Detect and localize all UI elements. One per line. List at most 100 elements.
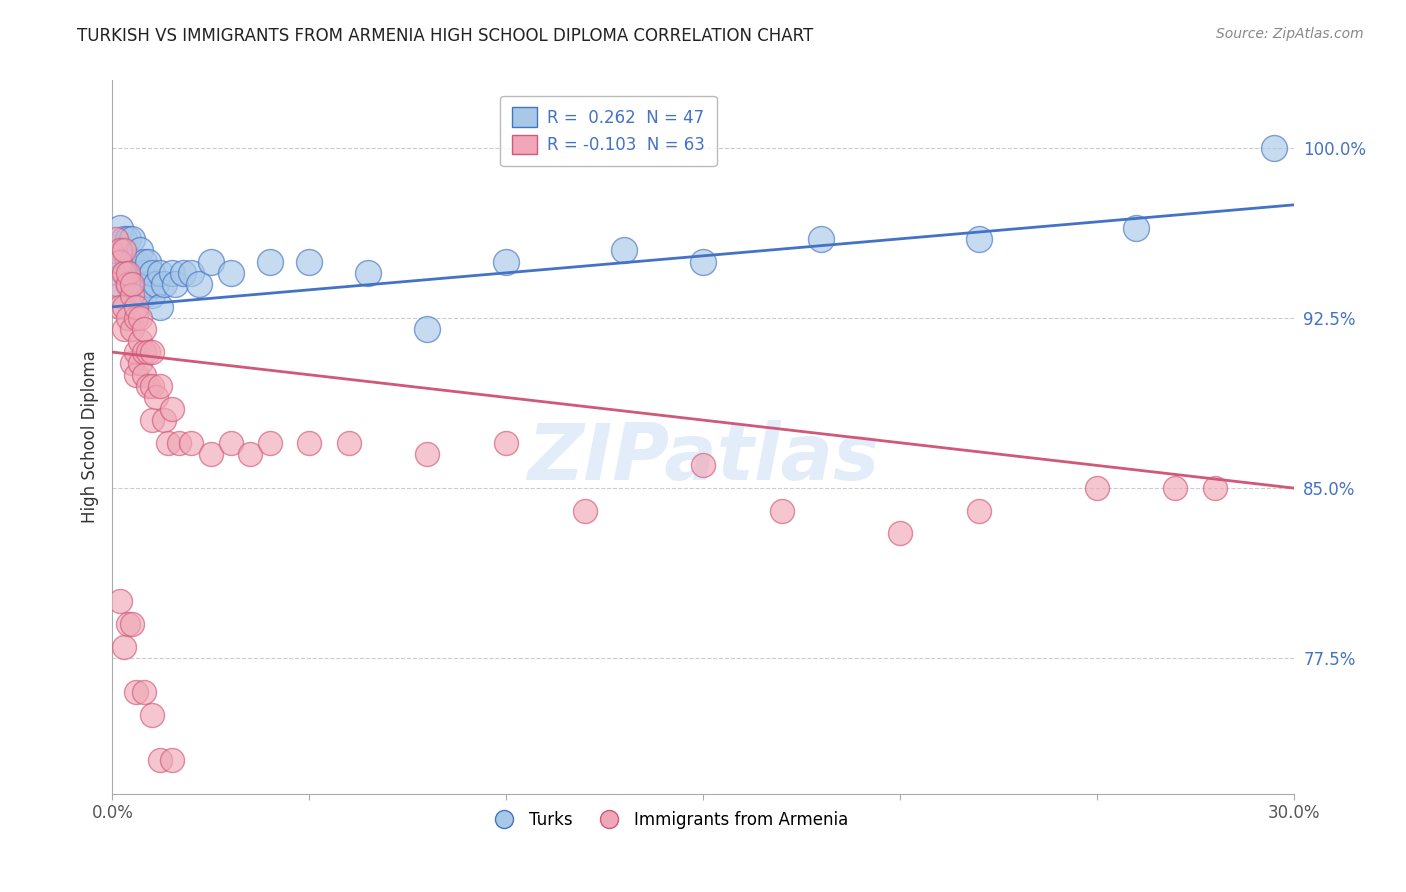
Point	[129, 277, 152, 292]
Point	[169, 435, 191, 450]
Point	[337, 435, 360, 450]
Point	[121, 277, 143, 292]
Point	[117, 277, 139, 292]
Point	[1085, 481, 1108, 495]
Point	[889, 526, 911, 541]
Point	[574, 504, 596, 518]
Text: ZIPatlas: ZIPatlas	[527, 420, 879, 497]
Point	[416, 447, 439, 461]
Point	[141, 707, 163, 722]
Point	[136, 379, 159, 393]
Point	[121, 617, 143, 632]
Point	[152, 413, 174, 427]
Point	[132, 685, 155, 699]
Point	[613, 243, 636, 257]
Point	[117, 617, 139, 632]
Point	[141, 345, 163, 359]
Point	[152, 277, 174, 292]
Point	[129, 356, 152, 370]
Point	[132, 254, 155, 268]
Point	[141, 266, 163, 280]
Point	[416, 322, 439, 336]
Point	[132, 368, 155, 382]
Point	[298, 435, 321, 450]
Point	[105, 232, 128, 246]
Point	[132, 322, 155, 336]
Point	[495, 435, 517, 450]
Point	[110, 300, 132, 314]
Point	[156, 435, 179, 450]
Point	[200, 254, 222, 268]
Point	[112, 322, 135, 336]
Point	[121, 356, 143, 370]
Point	[141, 413, 163, 427]
Point	[770, 504, 793, 518]
Point	[136, 254, 159, 268]
Point	[117, 254, 139, 268]
Point	[172, 266, 194, 280]
Point	[129, 311, 152, 326]
Point	[125, 345, 148, 359]
Point	[298, 254, 321, 268]
Point	[112, 266, 135, 280]
Point	[117, 311, 139, 326]
Point	[121, 322, 143, 336]
Point	[141, 288, 163, 302]
Point	[112, 266, 135, 280]
Point	[180, 435, 202, 450]
Point	[165, 277, 187, 292]
Point	[112, 640, 135, 654]
Point	[117, 232, 139, 246]
Point	[110, 288, 132, 302]
Point	[495, 254, 517, 268]
Point	[692, 458, 714, 473]
Point	[129, 243, 152, 257]
Point	[160, 753, 183, 767]
Point	[1263, 141, 1285, 155]
Point	[125, 368, 148, 382]
Point	[357, 266, 380, 280]
Point	[110, 594, 132, 608]
Legend: Turks, Immigrants from Armenia: Turks, Immigrants from Armenia	[481, 805, 855, 836]
Point	[219, 435, 242, 450]
Point	[125, 288, 148, 302]
Point	[105, 277, 128, 292]
Point	[967, 232, 990, 246]
Point	[112, 300, 135, 314]
Point	[136, 277, 159, 292]
Point	[145, 391, 167, 405]
Point	[219, 266, 242, 280]
Point	[125, 300, 148, 314]
Point	[149, 300, 172, 314]
Point	[125, 277, 148, 292]
Point	[117, 266, 139, 280]
Point	[121, 288, 143, 302]
Point	[125, 685, 148, 699]
Point	[188, 277, 211, 292]
Point	[1125, 220, 1147, 235]
Point	[129, 266, 152, 280]
Point	[145, 277, 167, 292]
Point	[132, 266, 155, 280]
Point	[1204, 481, 1226, 495]
Text: TURKISH VS IMMIGRANTS FROM ARMENIA HIGH SCHOOL DIPLOMA CORRELATION CHART: TURKISH VS IMMIGRANTS FROM ARMENIA HIGH …	[77, 27, 814, 45]
Point	[110, 254, 132, 268]
Point	[259, 435, 281, 450]
Point	[125, 254, 148, 268]
Point	[149, 379, 172, 393]
Point	[110, 220, 132, 235]
Point	[129, 334, 152, 348]
Point	[112, 243, 135, 257]
Point	[110, 243, 132, 257]
Point	[141, 379, 163, 393]
Point	[117, 277, 139, 292]
Point	[200, 447, 222, 461]
Point	[180, 266, 202, 280]
Point	[136, 345, 159, 359]
Y-axis label: High School Diploma: High School Diploma	[80, 351, 98, 524]
Point	[239, 447, 262, 461]
Point	[259, 254, 281, 268]
Point	[160, 266, 183, 280]
Point	[112, 243, 135, 257]
Point	[160, 401, 183, 416]
